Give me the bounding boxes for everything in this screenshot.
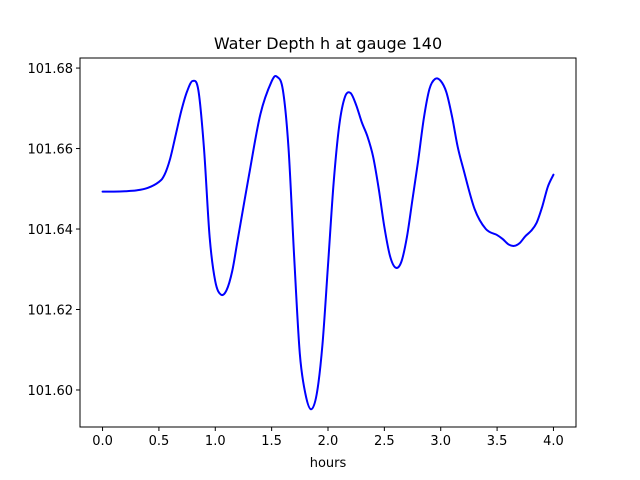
x-tick-label: 3.5 — [487, 434, 508, 449]
y-tick-label: 101.60 — [28, 384, 74, 399]
x-tick-label: 1.5 — [261, 434, 282, 449]
x-axis: 0.0 0.5 1.0 1.5 2.0 2.5 3.0 3.5 4.0 — [92, 427, 564, 449]
series-layer — [101, 75, 555, 411]
y-tick-label: 101.64 — [28, 223, 74, 238]
x-axis-label: hours — [310, 456, 347, 471]
x-tick-label: 3.0 — [430, 434, 451, 449]
x-tick-label: 1.0 — [205, 434, 226, 449]
plot-area — [79, 57, 577, 428]
x-tick-label: 4.0 — [543, 434, 564, 449]
x-tick-label: 2.5 — [374, 434, 395, 449]
y-tick-label: 101.62 — [28, 303, 74, 318]
x-tick-label: 2.0 — [318, 434, 339, 449]
y-axis: 101.60 101.62 101.64 101.66 101.68 — [28, 62, 80, 399]
x-tick-label: 0.5 — [149, 434, 170, 449]
x-tick-label: 0.0 — [92, 434, 113, 449]
y-tick-label: 101.66 — [28, 143, 74, 158]
y-tick-label: 101.68 — [28, 62, 74, 77]
chart-title: Water Depth h at gauge 140 — [214, 34, 442, 53]
series-line-0 — [101, 75, 555, 411]
